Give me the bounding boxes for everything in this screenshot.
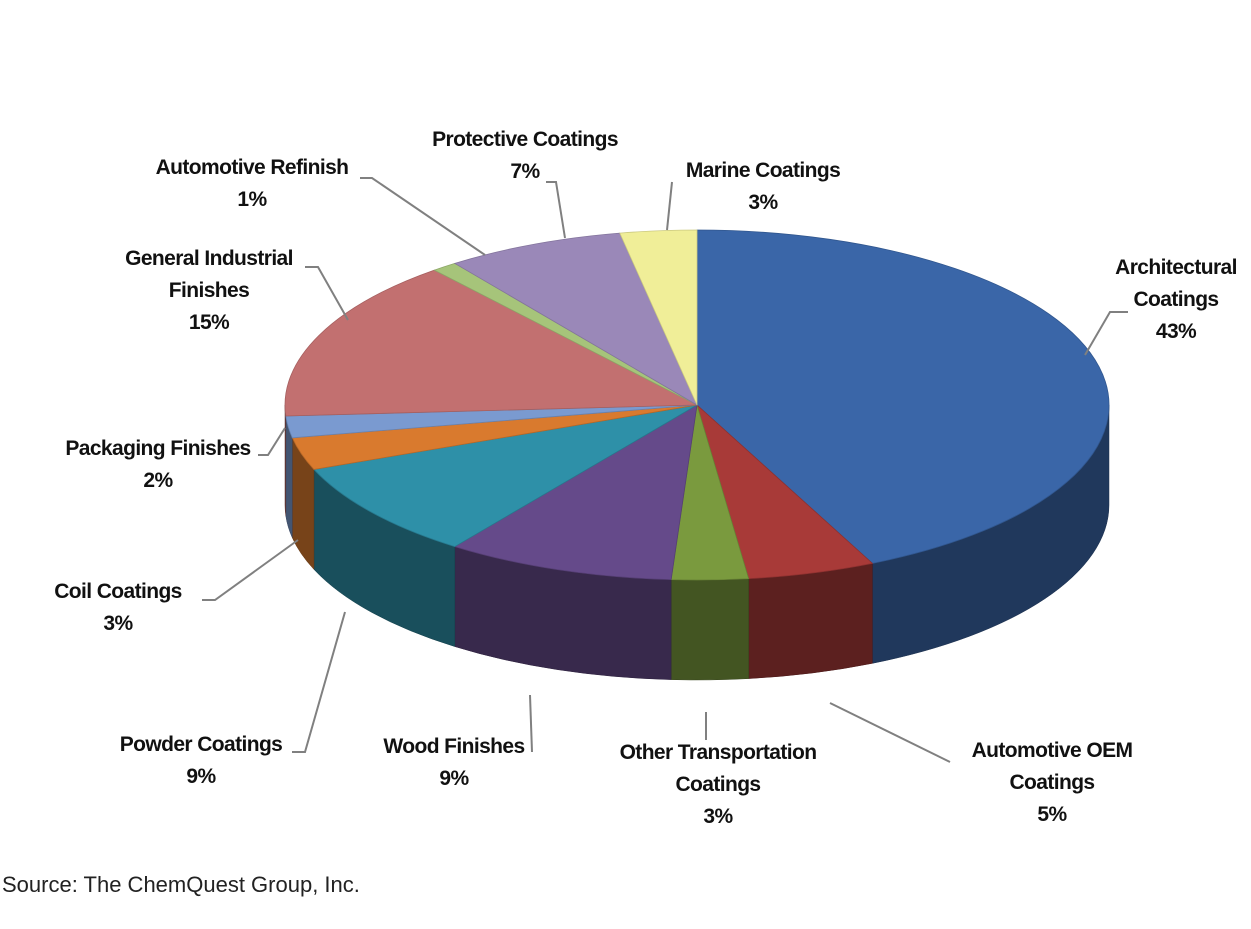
label-name: Protective Coatings [432, 128, 618, 151]
label-name: General Industrial [125, 247, 293, 270]
label-value: 7% [510, 160, 540, 183]
leader-line-general-industrial-finishes [305, 266, 349, 321]
label-name: Marine Coatings [685, 159, 841, 182]
leader-line-automotive-oem-coatings [829, 702, 951, 763]
label-name: Packaging Finishes [65, 437, 251, 460]
leader-line-automotive-refinish [360, 177, 486, 256]
leader-line-protective-coatings [546, 181, 566, 239]
label-name: Finishes [168, 279, 250, 302]
side-other-transportation-coatings [670, 578, 749, 681]
label-value: 2% [143, 469, 173, 492]
data-label-automotive-refinish: Automotive Refinish 1% [156, 152, 349, 216]
label-name: Coatings [675, 773, 761, 796]
slice-protective-coatings [453, 232, 698, 406]
leader-line-powder-coatings [292, 611, 346, 753]
leader-line-marine-coatings [666, 181, 673, 231]
label-name: Other Transportation [619, 741, 817, 764]
side-general-industrial-finishes [284, 404, 287, 517]
data-label-marine-coatings: Marine Coatings 3% [685, 155, 841, 219]
label-name: Architectural [1115, 256, 1237, 279]
label-name: Automotive Refinish [155, 156, 349, 179]
data-label-protective-coatings: Protective Coatings 7% [432, 124, 618, 188]
leader-line-wood-finishes [529, 694, 533, 753]
slice-architectural-coatings [696, 229, 1110, 564]
label-name: Coil Coatings [54, 580, 182, 603]
data-label-architectural-coatings: Architectural Coatings 43% [1115, 252, 1237, 348]
leader-line-packaging-finishes [258, 427, 286, 456]
slice-general-industrial-finishes [284, 269, 698, 417]
leader-line-architectural-coatings [1084, 311, 1128, 356]
data-label-wood-finishes: Wood Finishes 9% [383, 731, 525, 795]
source-note: Source: The ChemQuest Group, Inc. [2, 872, 360, 897]
label-value: 9% [186, 765, 216, 788]
data-label-automotive-oem-coatings: Automotive OEM Coatings 5% [972, 735, 1133, 831]
label-value: 5% [1037, 803, 1067, 826]
data-label-other-transportation-coatings: Other Transportation Coatings 3% [620, 737, 817, 833]
label-value: 43% [1155, 320, 1197, 343]
slice-powder-coatings [313, 404, 698, 548]
data-label-coil-coatings: Coil Coatings 3% [54, 576, 182, 640]
slice-wood-finishes [453, 404, 698, 581]
label-value: 15% [188, 311, 230, 334]
label-name: Automotive OEM [971, 739, 1133, 762]
label-value: 1% [237, 188, 267, 211]
label-value: 3% [703, 805, 733, 828]
label-name: Coatings [1009, 771, 1095, 794]
data-label-powder-coatings: Powder Coatings 9% [120, 729, 283, 793]
data-label-packaging-finishes: Packaging Finishes 2% [65, 433, 251, 497]
side-automotive-oem-coatings [748, 563, 873, 679]
slice-marine-coatings [619, 229, 698, 406]
label-name: Powder Coatings [119, 733, 283, 756]
label-value: 3% [103, 612, 133, 635]
label-value: 3% [748, 191, 778, 214]
label-name: Coatings [1133, 288, 1219, 311]
data-label-general-industrial-finishes: General Industrial Finishes 15% [125, 243, 293, 339]
leader-line-coil-coatings [202, 539, 299, 601]
label-name: Wood Finishes [383, 735, 525, 758]
label-value: 9% [439, 767, 469, 790]
